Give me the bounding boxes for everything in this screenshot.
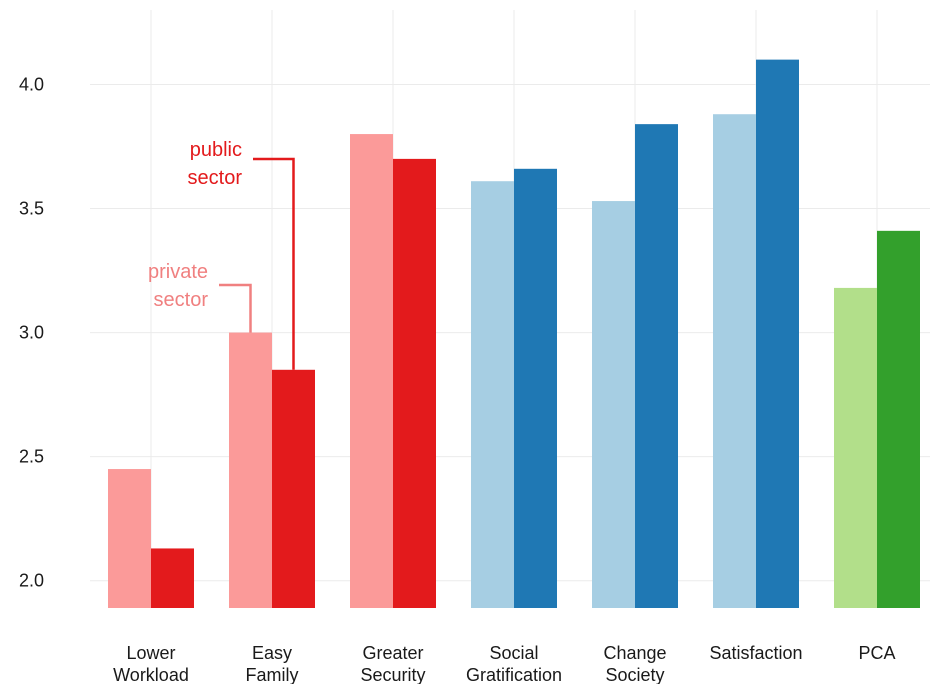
bar-series1-cat6 (713, 114, 756, 609)
x-category-label: Social Gratification (466, 643, 562, 684)
annotation-public-leader-line (253, 157, 295, 370)
bar-series1-cat7 (834, 287, 877, 608)
bar-series1-cat4 (471, 181, 514, 609)
x-category-label: PCA (858, 643, 895, 663)
bar-series2-cat2 (272, 369, 315, 608)
x-category-label: Satisfaction (709, 643, 802, 663)
bar-series2-cat1 (151, 548, 194, 608)
bars (108, 59, 920, 609)
x-category-label: Greater Security (360, 643, 425, 684)
annotations: public sector private sector (148, 139, 295, 370)
bar-series1-cat5 (592, 201, 635, 608)
annotation-private-sector: private sector (148, 261, 208, 311)
y-tick-label: 2.5 (19, 447, 44, 467)
y-tick-label: 3.0 (19, 323, 44, 343)
annotation-public-sector: public sector (188, 139, 243, 189)
bar-series2-cat4 (514, 168, 557, 608)
bar-series2-cat6 (756, 59, 799, 608)
bar-series2-cat5 (635, 124, 678, 608)
x-category-label: Change Society (603, 643, 666, 684)
y-tick-label: 2.0 (19, 571, 44, 591)
x-category-label: Lower Workload (113, 643, 189, 684)
bar-series2-cat7 (877, 230, 920, 608)
y-tick-label: 4.0 (19, 74, 44, 94)
bar-series1-cat2 (229, 332, 272, 608)
bar-series2-cat3 (393, 158, 436, 608)
y-tick-label: 3.5 (19, 199, 44, 219)
annotation-private-leader-line (219, 283, 252, 333)
x-category-label: Easy Family (246, 643, 299, 684)
bar-series1-cat3 (350, 134, 393, 608)
bar-series1-cat1 (108, 469, 151, 608)
y-axis-tick-labels: 2.0 2.5 3.0 3.5 4.0 (19, 74, 44, 590)
x-axis-category-labels: Lower Workload Easy Family Greater Security So… (113, 643, 895, 684)
